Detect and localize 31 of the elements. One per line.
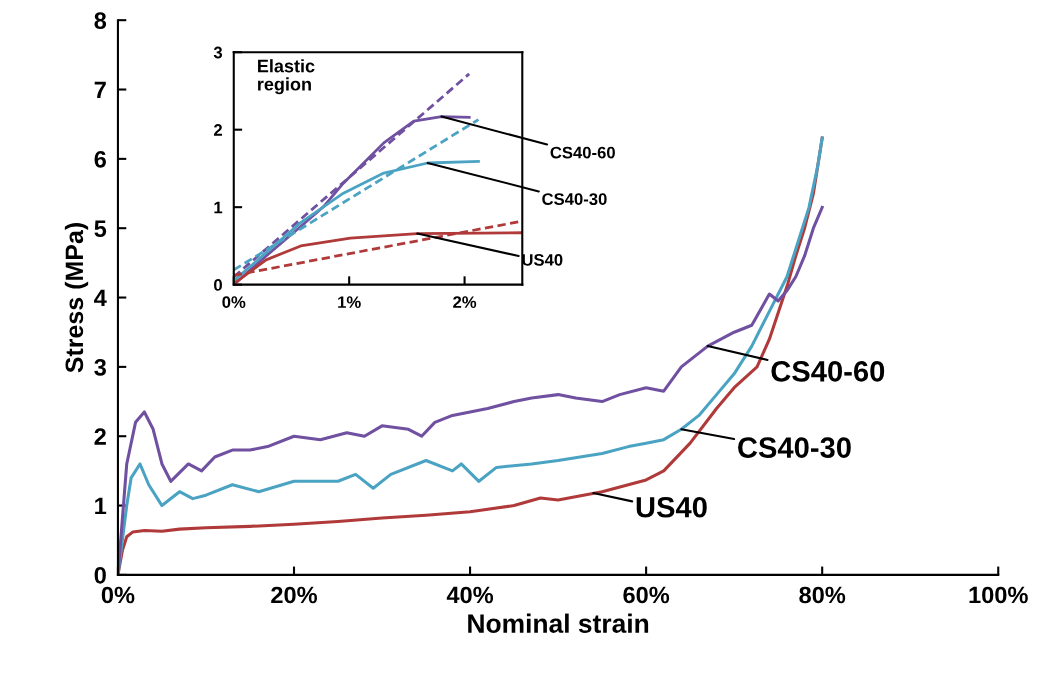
y-tick-label: 1 [214, 201, 223, 214]
x-tick-label: 0% [222, 296, 246, 309]
y-axis-title: Stress (MPa) [64, 223, 89, 373]
y-tick-label: 3 [94, 358, 106, 376]
y-tick-label: 0 [214, 279, 222, 291]
annotation: CS40-60 [771, 361, 885, 382]
y-tick-label: 2 [94, 428, 106, 445]
x-tick-label: 20% [271, 586, 317, 604]
y-tick-label: 6 [94, 150, 106, 168]
y-tick-label: 3 [213, 46, 223, 59]
y-tick-label: 8 [94, 12, 107, 29]
x-tick-label: 2% [453, 296, 477, 308]
x-tick-label: 60% [623, 586, 670, 604]
annotation: CS40-30 [738, 437, 851, 458]
x-tick-label: 100% [969, 586, 1028, 604]
x-tick-label: 40% [446, 586, 494, 604]
y-tick-label: 0 [94, 566, 106, 584]
x-tick-label: 80% [799, 586, 846, 604]
annotation: Elastic region [258, 59, 315, 95]
y-tick-label: 4 [94, 289, 107, 307]
annotation: CS40-60 [550, 146, 615, 159]
annotation: US40 [636, 496, 707, 518]
x-tick-label: 1% [338, 296, 361, 308]
annotation: US40 [522, 253, 563, 266]
y-tick-label: 5 [94, 220, 107, 237]
annotation: CS40-30 [542, 193, 607, 206]
y-tick-label: 1 [95, 497, 107, 515]
y-tick-label: 2 [213, 124, 222, 136]
x-axis-title: Nominal strain [468, 613, 649, 633]
x-tick-label: 0% [101, 586, 135, 604]
y-tick-label: 7 [94, 81, 106, 99]
